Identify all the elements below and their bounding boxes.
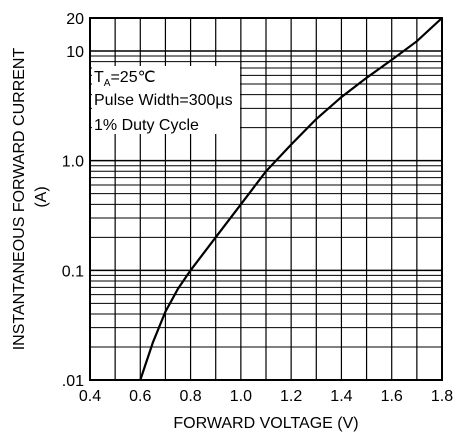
grid-lines xyxy=(90,18,442,380)
temperature-value: =25℃ xyxy=(110,69,155,86)
x-tick-label: 1.8 xyxy=(431,388,453,405)
x-axis-title: FORWARD VOLTAGE (V) xyxy=(173,415,358,432)
pulse-width-annotation: Pulse Width=300µs xyxy=(94,92,233,109)
y-tick-label: .01 xyxy=(62,373,84,390)
y-tick-label: 10 xyxy=(66,44,84,61)
duty-cycle-annotation: 1% Duty Cycle xyxy=(94,117,199,134)
temperature-symbol: T xyxy=(94,69,104,86)
forward-characteristic-curve xyxy=(139,17,443,381)
x-tick-label: 1.6 xyxy=(381,388,403,405)
x-tick-label: 1.2 xyxy=(280,388,302,405)
annotation-box: TA=25℃ Pulse Width=300µs 1% Duty Cycle xyxy=(92,66,240,134)
plot-frame xyxy=(89,17,443,381)
x-tick-label: 0.8 xyxy=(179,388,201,405)
x-axis-ticks: 0.4 0.6 0.8 1.0 1.2 1.4 1.6 1.8 xyxy=(79,388,453,405)
x-tick-label: 0.6 xyxy=(129,388,151,405)
temperature-subscript: A xyxy=(104,78,111,89)
temperature-annotation: TA=25℃ xyxy=(94,69,156,89)
x-tick-label: 1.0 xyxy=(230,388,252,405)
y-axis-title: INSTANTANEOUS FORWARD CURRENT xyxy=(11,48,28,351)
y-axis-unit: (A) xyxy=(33,186,50,207)
y-tick-label: 1.0 xyxy=(62,154,84,171)
annotation-background xyxy=(92,66,240,134)
y-tick-label: 20 xyxy=(66,11,84,28)
x-tick-label: 0.4 xyxy=(79,388,101,405)
x-tick-label: 1.4 xyxy=(330,388,352,405)
y-tick-label: 0.1 xyxy=(62,263,84,280)
y-axis-ticks: .01 0.1 1.0 10 20 xyxy=(62,11,84,390)
